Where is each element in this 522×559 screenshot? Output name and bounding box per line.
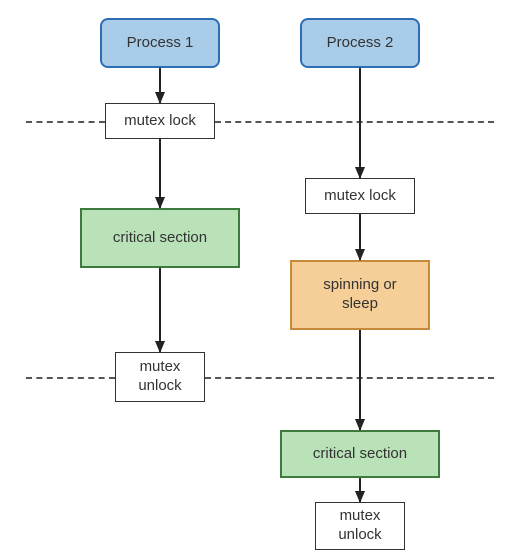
node-p2_lock-label: mutex lock: [324, 187, 396, 206]
node-p1-label: Process 1: [127, 34, 194, 53]
node-p2_unlock: mutex unlock: [315, 502, 405, 550]
node-p2: Process 2: [300, 18, 420, 68]
node-p1_lock: mutex lock: [105, 103, 215, 139]
node-p1_cs: critical section: [80, 208, 240, 268]
arrows-layer: [0, 0, 522, 559]
node-p1_unlock-label: mutex unlock: [138, 358, 181, 396]
node-p1_unlock: mutex unlock: [115, 352, 205, 402]
node-p1: Process 1: [100, 18, 220, 68]
dashed-line: [215, 121, 494, 123]
node-p2_lock: mutex lock: [305, 178, 415, 214]
dashed-line: [26, 121, 105, 123]
node-p2_cs: critical section: [280, 430, 440, 478]
dashed-line: [26, 377, 115, 379]
node-p2_spin: spinning or sleep: [290, 260, 430, 330]
node-p1_lock-label: mutex lock: [124, 112, 196, 131]
node-p2_unlock-label: mutex unlock: [338, 507, 381, 545]
node-p1_cs-label: critical section: [113, 229, 207, 248]
dashed-line: [205, 377, 494, 379]
node-p2_cs-label: critical section: [313, 445, 407, 464]
mutex-diagram-canvas: Process 1 mutex lock critical section mutex…: [0, 0, 522, 559]
node-p2_spin-label: spinning or sleep: [323, 276, 396, 314]
node-p2-label: Process 2: [327, 34, 394, 53]
